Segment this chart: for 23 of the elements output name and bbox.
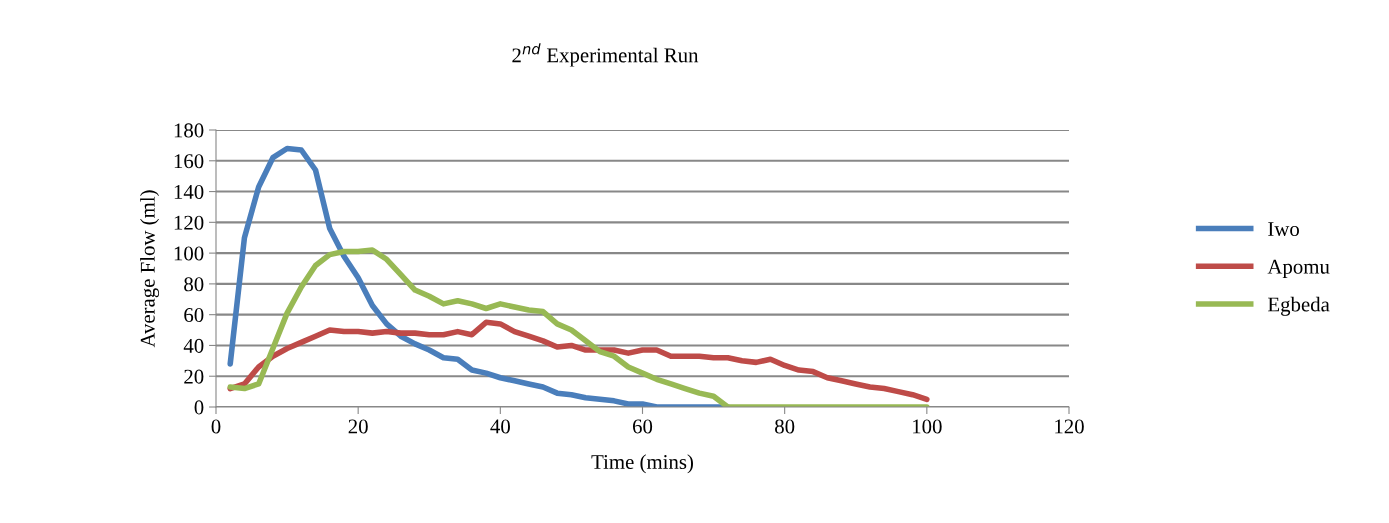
legend-label: Egbeda xyxy=(1267,296,1330,316)
x-tick-label: 100 xyxy=(913,419,942,434)
y-axis-title: Average Flow (ml) xyxy=(140,190,160,348)
x-tick-label: 80 xyxy=(775,419,795,434)
y-tick-label: 0 xyxy=(194,400,204,415)
y-tick-label: 100 xyxy=(174,246,204,261)
y-tick-label: 120 xyxy=(174,215,204,230)
x-tick-label: 40 xyxy=(490,419,510,434)
x-tick-label: 20 xyxy=(348,419,368,434)
y-tick-label: 80 xyxy=(184,277,204,292)
x-axis-title: Time (mins) xyxy=(591,454,693,474)
legend-label: Iwo xyxy=(1268,222,1299,236)
legend-label: Apomu xyxy=(1267,259,1330,278)
y-tick-label: 180 xyxy=(174,123,204,138)
y-tick-label: 140 xyxy=(174,184,204,199)
y-tick-label: 40 xyxy=(183,338,204,353)
x-tick-label: 0 xyxy=(211,419,221,434)
chart-title: 2$^{nd}$ Experimental Run xyxy=(512,43,699,67)
y-tick-label: 160 xyxy=(174,154,204,169)
y-tick-label: 20 xyxy=(184,369,204,384)
y-tick-label: 60 xyxy=(184,308,204,323)
x-tick-label: 60 xyxy=(632,419,653,434)
x-tick-label: 120 xyxy=(1055,419,1084,434)
